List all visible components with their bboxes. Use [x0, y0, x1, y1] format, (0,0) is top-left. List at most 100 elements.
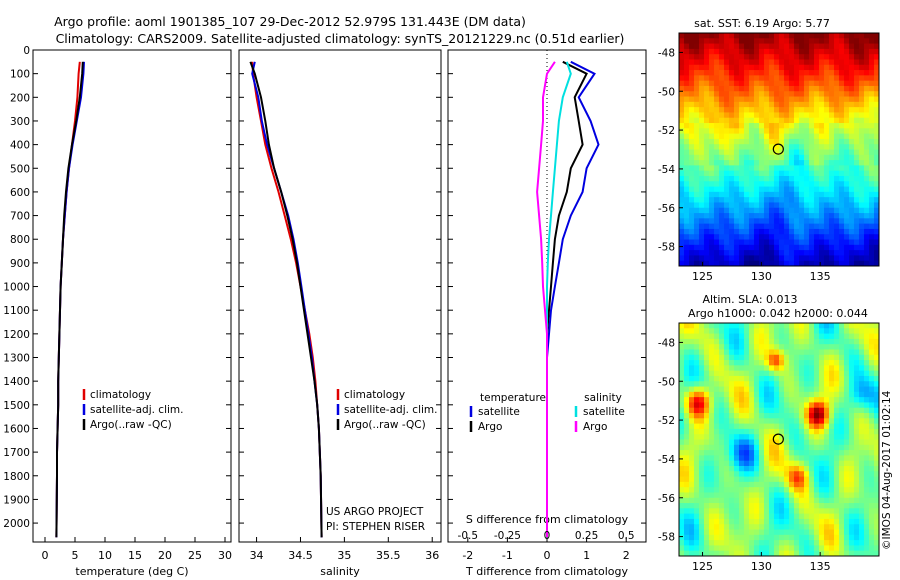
map-y-tick-label: -52	[658, 415, 675, 427]
map-cell	[739, 64, 745, 71]
map-cell	[829, 154, 835, 161]
map-cell	[754, 391, 760, 398]
map-cell	[784, 418, 790, 425]
map-cell	[769, 338, 775, 345]
map-cell	[764, 386, 770, 393]
map-cell	[719, 260, 725, 267]
map-cell	[804, 434, 810, 440]
map-cell	[869, 476, 875, 483]
map-cell	[749, 455, 755, 462]
map-cell	[819, 43, 825, 50]
map-cell	[774, 244, 780, 251]
map-cell	[769, 413, 775, 419]
map-cell	[819, 360, 825, 366]
map-cell	[759, 213, 765, 219]
legend-label: climatology	[90, 389, 151, 401]
map-cell	[829, 402, 835, 409]
map-cell	[704, 381, 710, 387]
map-cell	[864, 191, 870, 198]
map-cell	[819, 540, 825, 546]
map-cell	[839, 181, 845, 187]
map-cell	[849, 524, 855, 530]
map-cell	[694, 75, 700, 82]
map-cell	[704, 149, 710, 156]
map-cell	[709, 492, 715, 499]
map-cell	[804, 234, 810, 240]
map-cell	[779, 239, 785, 246]
map-cell	[819, 418, 825, 425]
map-cell	[829, 391, 835, 398]
map-cell	[859, 218, 865, 225]
map-cell	[824, 397, 830, 403]
map-cell	[834, 476, 840, 483]
map-cell	[799, 128, 805, 135]
map-cell	[799, 33, 805, 39]
map-cell	[869, 128, 875, 135]
map-cell	[854, 218, 860, 225]
map-cell	[814, 175, 820, 182]
map-cell	[854, 460, 860, 467]
map-cell	[829, 239, 835, 246]
map-cell	[809, 391, 815, 398]
map-cell	[849, 534, 855, 541]
map-cell	[714, 465, 720, 472]
map-cell	[789, 534, 795, 541]
map-cell	[724, 402, 730, 409]
map-cell	[799, 138, 805, 145]
map-cell	[809, 48, 815, 55]
map-cell	[869, 54, 875, 60]
map-cell	[779, 33, 785, 39]
map-cell	[844, 407, 850, 414]
map-cell	[849, 112, 855, 119]
map-cell	[799, 471, 805, 477]
map-cell	[869, 418, 875, 425]
map-cell	[804, 354, 810, 361]
map-cell	[874, 381, 880, 387]
map-cell	[724, 170, 730, 177]
map-cell	[799, 239, 805, 246]
map-cell	[739, 186, 745, 193]
map-cell	[689, 191, 695, 198]
map-cell	[719, 465, 725, 472]
map-cell	[824, 423, 830, 430]
map-cell	[844, 33, 850, 39]
map-cell	[774, 48, 780, 55]
map-cell	[819, 170, 825, 177]
map-cell	[834, 91, 840, 97]
map-cell	[759, 165, 765, 172]
map-cell	[809, 223, 815, 230]
map-cell	[814, 85, 820, 92]
map-cell	[779, 91, 785, 97]
map-cell	[679, 413, 685, 419]
map-cell	[694, 476, 700, 483]
map-cell	[784, 487, 790, 493]
map-cell	[869, 370, 875, 377]
map-cell	[799, 133, 805, 140]
map-cell	[829, 186, 835, 193]
map-cell	[709, 381, 715, 387]
map-cell	[854, 375, 860, 382]
map-cell	[824, 439, 830, 446]
map-cell	[759, 529, 765, 536]
map-cell	[719, 234, 725, 240]
map-cell	[844, 228, 850, 235]
map-cell	[699, 112, 705, 119]
map-cell	[794, 413, 800, 419]
map-cell	[759, 503, 765, 509]
map-cell	[749, 138, 755, 145]
map-cell	[689, 524, 695, 530]
map-cell	[869, 360, 875, 366]
map-cell	[829, 48, 835, 55]
map-cell	[729, 38, 735, 44]
map-cell	[694, 423, 700, 430]
map-cell	[834, 138, 840, 145]
map-cell	[749, 349, 755, 356]
map-cell	[804, 418, 810, 425]
map-cell	[684, 260, 690, 267]
map-cell	[859, 375, 865, 382]
map-cell	[854, 59, 860, 66]
map-cell	[694, 160, 700, 166]
map-cell	[829, 85, 835, 92]
map-cell	[724, 197, 730, 203]
map-cell	[784, 545, 790, 552]
